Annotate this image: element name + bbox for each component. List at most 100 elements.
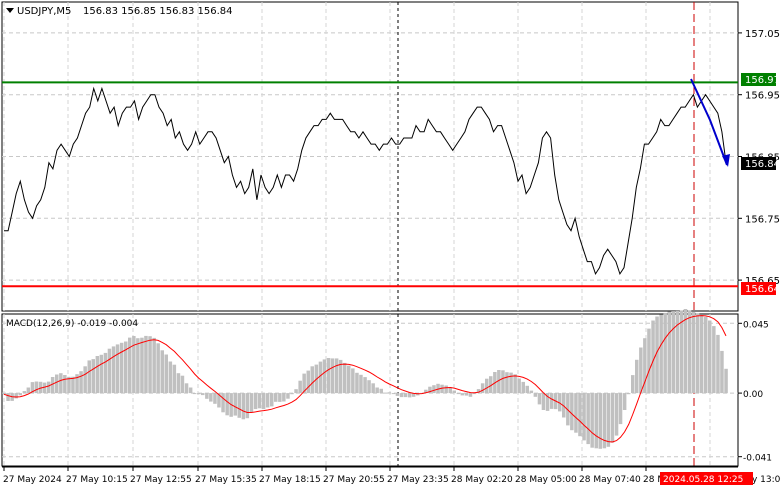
macd-pane-frame [1,313,739,467]
macd-histogram-bar [209,393,213,402]
macd-histogram-bar [655,316,659,394]
dropdown-triangle-icon[interactable] [6,8,14,13]
macd-histogram-bar [586,393,590,445]
macd-histogram-bar [440,384,444,394]
macd-histogram-bar [310,366,314,394]
macd-histogram-bar [172,364,177,394]
macd-histogram-bar [188,387,193,394]
macd-histogram-bar [651,320,655,394]
macd-indicator-label: MACD(12,26,9) -0.019 -0.004 [6,319,138,329]
macd-histogram-bar [643,338,647,394]
macd-histogram-bar [278,393,282,402]
time-tick-label: y 13:00 [752,475,781,485]
macd-values: -0.019 -0.004 [77,319,138,329]
macd-histogram-bar [416,393,420,396]
macd-histogram-bar [132,336,136,394]
macd-histogram-bar [379,388,383,394]
macd-vertical-grid [3,314,711,466]
macd-histogram-bar [549,393,554,409]
macd-histogram-bar [497,370,501,394]
macd-histogram-bar [683,309,688,394]
time-tick-label: 27 May 2024 [3,475,62,485]
macd-histogram-bar [63,375,67,394]
current-price-value: 156.84 [745,159,780,170]
macd-histogram-bar [241,393,246,420]
macd-histogram-bar [148,336,152,394]
macd-histogram-bar [387,392,392,394]
macd-histogram-bar [107,348,112,394]
macd-histogram-bar [79,371,83,394]
macd-histogram-bar [363,377,367,394]
macd-histogram-bar [578,393,582,437]
macd-histogram-bar [618,393,623,425]
macd-histogram-bar [298,380,302,394]
macd-histogram-bar [562,393,566,418]
time-tick-label: 27 May 12:55 [130,475,192,485]
macd-histogram-bar [265,393,270,408]
macd-histogram-bar [695,313,700,394]
macd-histogram-bar [485,378,489,394]
macd-grid [2,322,738,458]
macd-histogram-bar [22,391,27,394]
macd-histogram-bar [708,320,712,394]
macd-histogram-bar [274,393,278,402]
macd-histogram-bar [537,393,542,405]
macd-histogram-bar [152,337,156,394]
macd-histogram-bar [509,372,513,394]
macd-tick-label: 0.00 [743,390,763,400]
macd-histogram-bar [136,338,140,394]
macd-histogram-bar [99,354,104,394]
time-tick-label: 27 May 18:15 [259,475,321,485]
macd-histogram-bar [330,358,335,394]
macd-histogram-bar [395,393,400,396]
macd-histogram-bar [436,383,440,394]
macd-histogram-bar [249,393,254,413]
macd-histogram-bar [46,381,51,394]
macd-histogram-bar [290,393,294,395]
macd-histogram-bar [197,393,201,395]
macd-histogram-bar [639,347,643,394]
price-line-series [4,86,727,276]
macd-histogram-bar [501,370,505,394]
macd-histogram-bar [338,359,343,394]
macd-histogram-bar [659,314,663,394]
macd-histogram-bar [448,387,452,394]
macd-histogram-bar [699,314,704,394]
forecast-trend-arrow[interactable] [690,78,728,166]
macd-histogram-bar [111,346,116,394]
macd-histogram-bar [602,393,607,449]
macd-histogram-bar [667,311,671,394]
macd-histogram-bar [87,360,91,394]
macd-histogram-bar [164,354,168,394]
macd-histogram-bar [351,368,355,394]
current-price-label: 156.84 [741,157,780,170]
macd-histogram-bar [517,378,521,394]
macd-histogram-bar [205,393,209,399]
macd-histogram-bar [144,335,148,394]
time-axis: 27 May 2024 27 May 10:15 27 May 12:55 27 Ma… [2,466,781,485]
highlighted-time-box [660,472,753,485]
macd-histogram-bar [71,376,75,394]
macd-histogram-bar [691,312,696,394]
macd-histogram-bar [6,393,10,401]
macd-histogram-bar [42,382,47,394]
macd-histogram-bar [156,343,160,394]
time-tick-label: 28 May 05:00 [515,475,577,485]
macd-histogram-bar [95,356,100,394]
price-tick-label: 157.05 [745,29,780,40]
macd-histogram-bar [545,393,550,411]
macd-histogram-bar [322,359,327,394]
macd-histogram-bar [359,374,363,394]
macd-histogram-bar [411,393,416,397]
macd-histogram-bar [610,393,615,443]
macd-histogram-bar [237,393,241,418]
macd-histogram-bar [201,393,205,396]
macd-histogram-bar [75,374,79,394]
macd-histogram-bar [355,372,359,394]
macd-histogram-bar [472,393,477,395]
ohlc-values: 156.83 156.85 156.83 156.84 [83,6,233,17]
macd-histogram-bar [91,359,95,394]
macd-histogram-bar [18,393,22,396]
macd-histogram-bar [371,383,375,394]
macd-histogram-bar [606,393,611,447]
